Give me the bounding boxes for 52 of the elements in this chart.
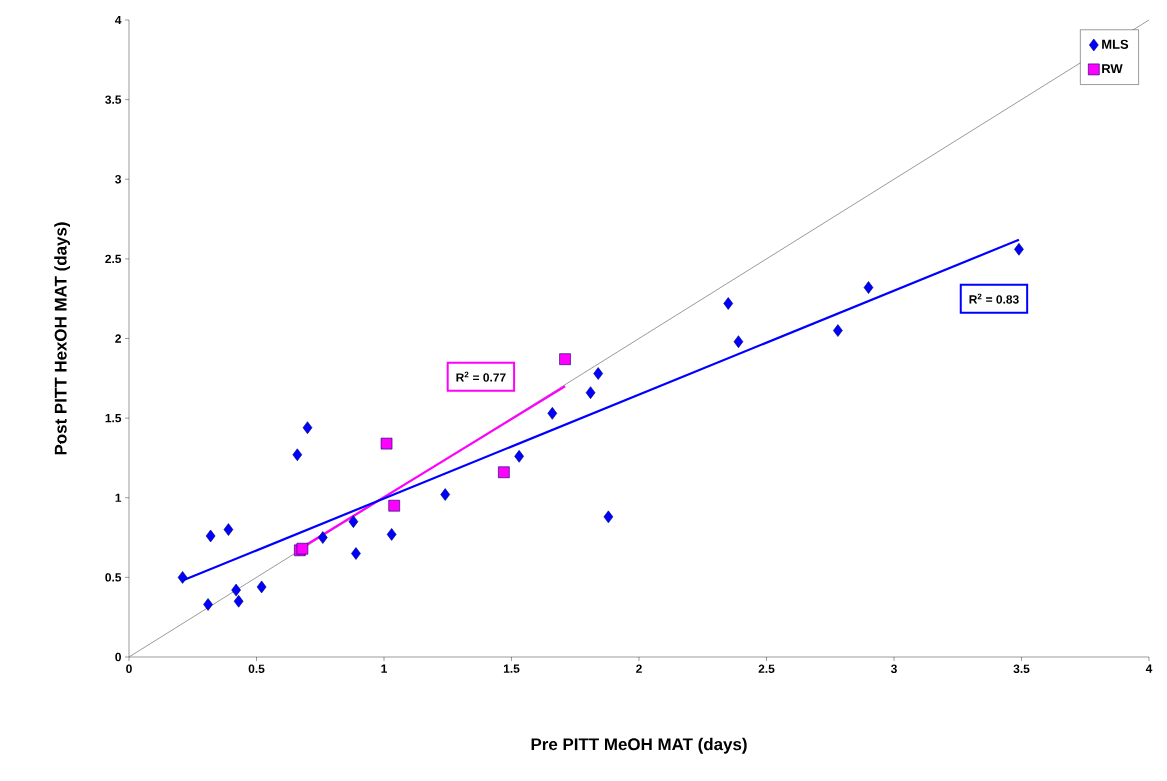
y-tick-label: 0 xyxy=(115,652,121,662)
y-tick-label: 0.5 xyxy=(105,573,122,582)
point xyxy=(603,510,614,524)
point xyxy=(559,353,571,365)
y-tick-label: 3.5 xyxy=(105,95,122,104)
legend-label: RW xyxy=(1102,64,1123,74)
point xyxy=(440,488,450,501)
x-tick-label: 3 xyxy=(890,664,897,674)
point xyxy=(498,466,510,479)
point xyxy=(388,499,400,512)
point xyxy=(231,583,241,597)
point xyxy=(1014,243,1024,256)
point xyxy=(302,421,313,434)
x-tick-label: 1 xyxy=(381,664,387,673)
point xyxy=(351,547,361,560)
point xyxy=(733,335,744,348)
x-tick-label: 3.5 xyxy=(1013,664,1030,674)
y-tick-label: 2 xyxy=(115,334,121,343)
x-axis-title: Pre PITT MeOH MAT (days) xyxy=(531,737,747,754)
x-tick-label: 0 xyxy=(126,664,132,673)
point xyxy=(233,594,244,608)
point xyxy=(547,407,558,420)
y-tick-label: 3 xyxy=(115,175,122,184)
annotation: R$^{2}$ = 0.83 xyxy=(969,293,1019,304)
x-tick-label: 0.5 xyxy=(248,664,265,673)
point xyxy=(593,367,603,380)
x-tick-label: 2 xyxy=(636,664,642,673)
point xyxy=(514,450,524,463)
legend-label: MLS xyxy=(1102,39,1129,49)
point xyxy=(833,324,843,337)
x-tick-label: 4 xyxy=(1145,664,1153,673)
point xyxy=(585,386,596,399)
point xyxy=(723,297,734,310)
point xyxy=(203,598,213,611)
point xyxy=(863,281,874,294)
x-tick-label: 1.5 xyxy=(503,664,520,673)
point xyxy=(386,528,397,541)
point xyxy=(256,580,267,594)
point xyxy=(177,571,188,584)
y-tick-label: 4 xyxy=(115,15,122,25)
point xyxy=(348,515,359,528)
y-axis-title: Post PITT HexOH MAT (days) xyxy=(54,222,71,455)
point xyxy=(380,437,393,450)
y-tick-label: 2.5 xyxy=(105,254,122,264)
point xyxy=(223,523,234,536)
y-tick-label: 1 xyxy=(115,493,122,502)
x-tick-label: 2.5 xyxy=(758,664,775,673)
point xyxy=(292,448,303,462)
point xyxy=(318,531,328,544)
annotation: R$^{2}$ = 0.77 xyxy=(456,371,506,382)
y-tick-label: 1.5 xyxy=(105,413,122,423)
point xyxy=(205,529,216,543)
